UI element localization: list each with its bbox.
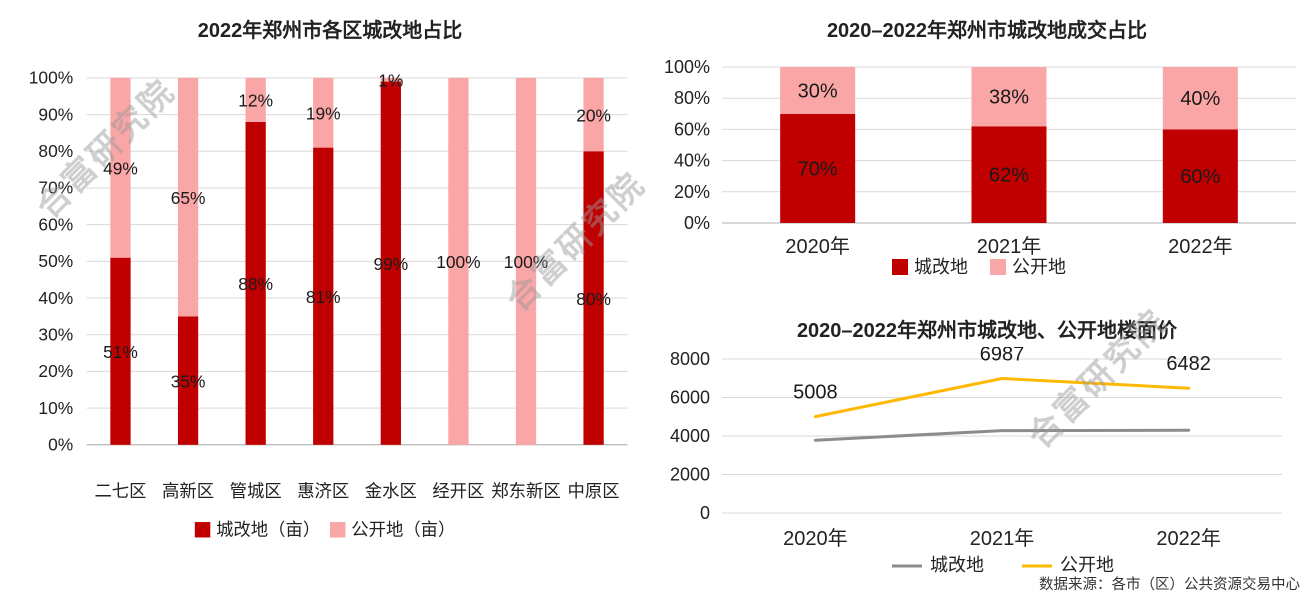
svg-text:80%: 80% xyxy=(38,141,73,161)
svg-text:2000: 2000 xyxy=(670,465,710,485)
svg-text:1%: 1% xyxy=(378,70,403,90)
svg-text:2020年: 2020年 xyxy=(783,527,848,550)
svg-text:40%: 40% xyxy=(38,288,73,308)
svg-text:60%: 60% xyxy=(674,119,710,139)
svg-text:6000: 6000 xyxy=(670,388,710,408)
svg-text:80%: 80% xyxy=(576,289,611,309)
svg-text:0%: 0% xyxy=(684,213,710,233)
svg-text:60%: 60% xyxy=(38,214,73,234)
svg-text:90%: 90% xyxy=(38,104,73,124)
svg-text:65%: 65% xyxy=(171,188,206,208)
svg-text:62%: 62% xyxy=(989,165,1029,187)
svg-text:80%: 80% xyxy=(674,88,710,108)
svg-text:2021年: 2021年 xyxy=(970,527,1035,550)
svg-text:2021年: 2021年 xyxy=(977,235,1042,258)
svg-text:2022年: 2022年 xyxy=(1168,235,1233,258)
svg-text:2022年: 2022年 xyxy=(1156,527,1221,550)
svg-text:70%: 70% xyxy=(798,158,838,180)
svg-text:5008: 5008 xyxy=(793,382,838,404)
svg-text:100%: 100% xyxy=(504,252,548,272)
svg-text:20%: 20% xyxy=(576,105,611,125)
svg-text:100%: 100% xyxy=(436,252,480,272)
svg-text:管城区: 管城区 xyxy=(230,481,282,501)
svg-text:51%: 51% xyxy=(103,342,138,362)
svg-text:70%: 70% xyxy=(38,178,73,198)
svg-text:2020年: 2020年 xyxy=(785,235,850,258)
svg-text:6987: 6987 xyxy=(980,347,1025,366)
svg-text:20%: 20% xyxy=(674,182,710,202)
svg-text:30%: 30% xyxy=(798,80,838,102)
svg-text:49%: 49% xyxy=(103,159,138,179)
svg-text:88%: 88% xyxy=(238,274,273,294)
svg-text:高新区: 高新区 xyxy=(162,481,214,501)
svg-text:10%: 10% xyxy=(38,398,73,418)
svg-text:0: 0 xyxy=(700,503,710,523)
svg-text:35%: 35% xyxy=(171,371,206,391)
svg-text:公开地（亩）: 公开地（亩） xyxy=(351,520,455,540)
svg-text:公开地: 公开地 xyxy=(1060,555,1114,575)
svg-text:12%: 12% xyxy=(238,91,273,111)
svg-text:城改地（亩）: 城改地（亩） xyxy=(216,520,320,540)
svg-text:6482: 6482 xyxy=(1166,353,1211,375)
svg-text:60%: 60% xyxy=(1180,166,1220,188)
svg-text:100%: 100% xyxy=(29,68,73,88)
svg-text:81%: 81% xyxy=(306,287,341,307)
svg-text:金水区: 金水区 xyxy=(365,481,417,501)
svg-text:惠济区: 惠济区 xyxy=(297,481,349,501)
svg-text:中原区: 中原区 xyxy=(568,481,620,501)
svg-text:4000: 4000 xyxy=(670,426,710,446)
svg-text:公开地: 公开地 xyxy=(1012,257,1066,277)
svg-text:8000: 8000 xyxy=(670,349,710,369)
svg-text:38%: 38% xyxy=(989,87,1029,109)
svg-text:40%: 40% xyxy=(1180,88,1220,110)
svg-text:30%: 30% xyxy=(38,325,73,345)
svg-text:50%: 50% xyxy=(38,251,73,271)
svg-text:40%: 40% xyxy=(674,151,710,171)
svg-text:城改地: 城改地 xyxy=(930,555,984,575)
svg-text:100%: 100% xyxy=(664,57,710,77)
svg-text:经开区: 经开区 xyxy=(432,481,484,501)
svg-text:19%: 19% xyxy=(306,104,341,124)
svg-text:0%: 0% xyxy=(48,435,73,455)
svg-text:99%: 99% xyxy=(373,254,408,274)
svg-text:20%: 20% xyxy=(38,361,73,381)
svg-text:郑东新区: 郑东新区 xyxy=(491,481,560,501)
svg-text:城改地: 城改地 xyxy=(914,257,968,277)
svg-text:二七区: 二七区 xyxy=(94,481,146,501)
